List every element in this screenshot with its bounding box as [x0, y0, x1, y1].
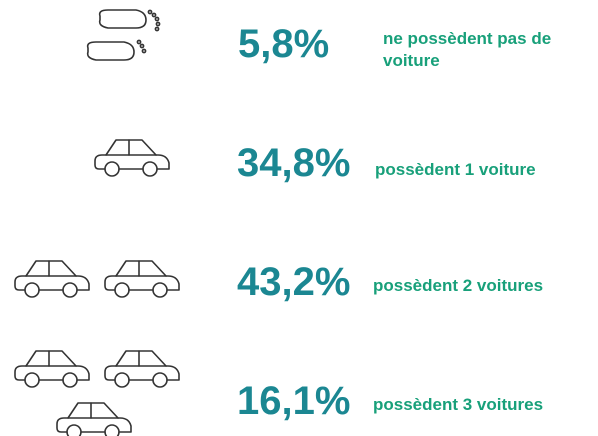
label: ne possèdent pas de voiture — [383, 29, 552, 70]
percentage: 43,2% — [237, 260, 351, 304]
percentage: 34,8% — [237, 141, 351, 185]
car-icon — [95, 140, 169, 176]
car-icon — [105, 351, 179, 387]
label: possèdent 2 voitures — [373, 276, 544, 295]
car-icon — [57, 403, 131, 436]
label: possèdent 3 voitures — [373, 395, 544, 414]
percentage: 5,8% — [238, 22, 330, 66]
percentage: 16,1% — [237, 379, 351, 423]
car-icon — [15, 351, 89, 387]
label: possèdent 1 voiture — [375, 160, 536, 179]
car-icon — [15, 261, 89, 297]
car-icon — [105, 261, 179, 297]
footprints-icon — [86, 9, 161, 61]
